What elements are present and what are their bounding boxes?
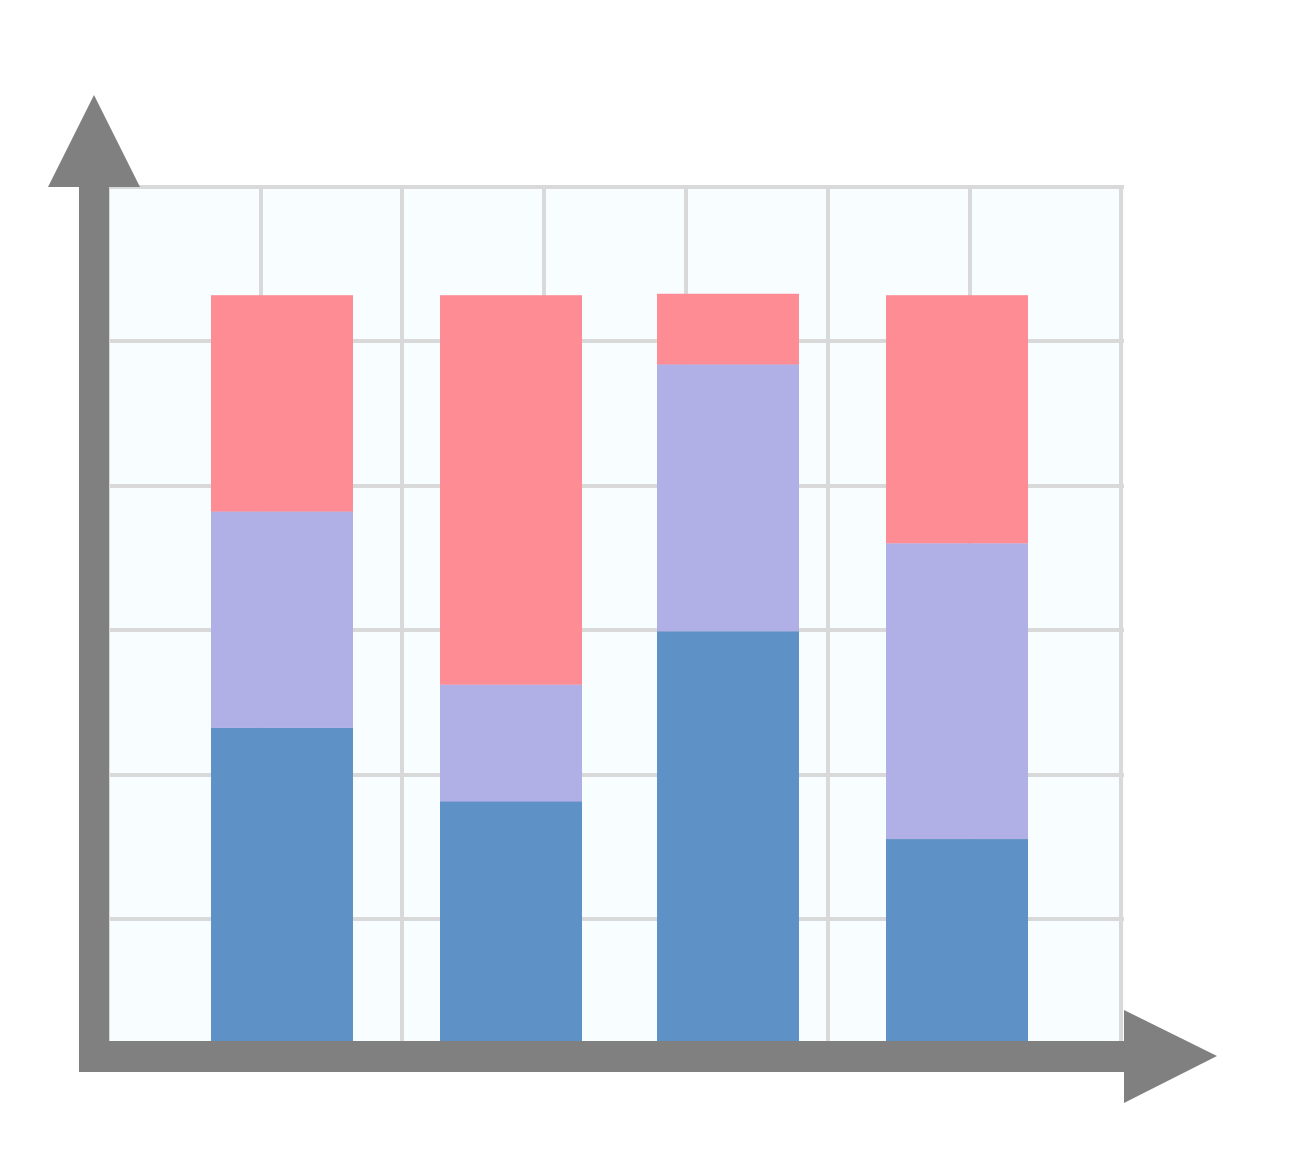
y-axis-arrow-icon [48,95,140,187]
bar-segment-1-series-1 [440,685,582,802]
bar-segment-2-series-0 [657,631,799,1041]
bar-segment-0-series-0 [211,728,353,1041]
bar-segment-3-series-0 [886,839,1028,1041]
bar-segment-0-series-2 [211,295,353,511]
y-axis [79,182,109,1072]
bar-segment-2-series-2 [657,294,799,365]
bar-segment-3-series-1 [886,543,1028,839]
bar-segment-3-series-2 [886,295,1028,543]
bar-segment-1-series-2 [440,295,582,684]
x-axis [79,1041,1129,1072]
bar-segment-0-series-1 [211,512,353,728]
bar-segment-2-series-1 [657,364,799,631]
x-axis-arrow-icon [1124,1010,1217,1103]
bar-segment-1-series-0 [440,802,582,1041]
